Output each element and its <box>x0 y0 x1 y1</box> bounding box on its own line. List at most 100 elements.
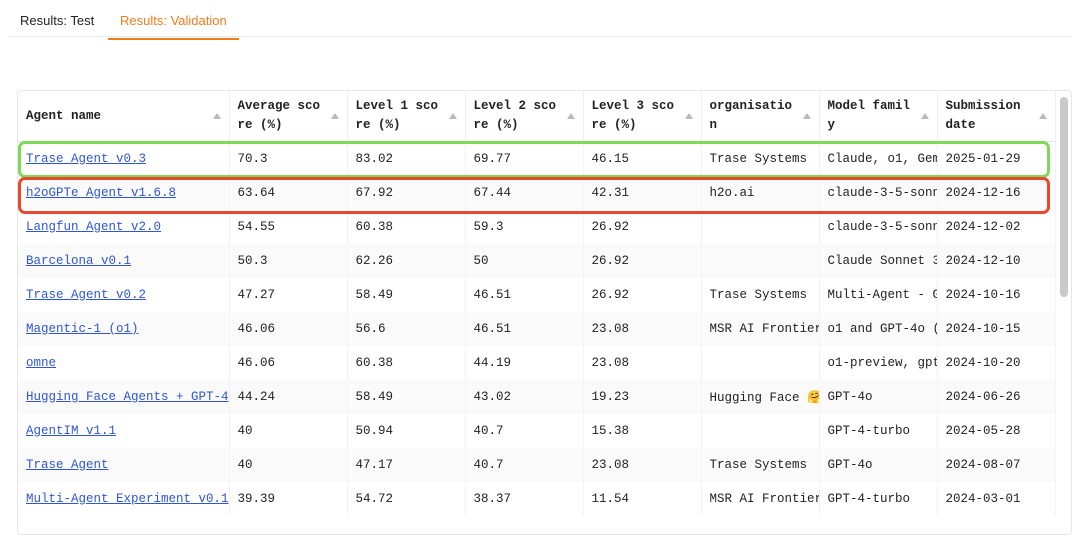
table-cell: 2024-10-15 <box>937 312 1056 346</box>
table-cell <box>701 244 820 278</box>
table-row: Hugging Face Agents + GPT-4 44.24 58.49 43.… <box>18 380 1056 414</box>
table-cell: 43.02 <box>465 380 584 414</box>
table-cell: Multi-Agent - G <box>819 278 938 312</box>
leaderboard: Agent name Average score (%) Level 1 score… <box>17 90 1072 535</box>
table-cell: 42.31 <box>583 176 702 210</box>
agent-link[interactable]: Langfun Agent v2.0 <box>26 220 162 234</box>
column-header[interactable]: Submission date <box>937 91 1056 142</box>
scrollbar[interactable] <box>1060 97 1068 297</box>
table-cell: Trase Systems <box>701 448 820 482</box>
column-header[interactable]: Level 2 score (%) <box>465 91 584 142</box>
agent-link[interactable]: Multi-Agent Experiment v0.1 <box>26 492 229 506</box>
agent-link[interactable]: h2oGPTe Agent v1.6.8 <box>26 186 177 200</box>
table-cell: Magentic-1 (o1) <box>18 312 230 346</box>
table-cell: 54.55 <box>229 210 348 244</box>
table-cell: 2024-10-20 <box>937 346 1056 380</box>
table-cell: 11.54 <box>583 482 702 516</box>
table-cell: 46.06 <box>229 312 348 346</box>
table-cell: Trase Agent v0.3 <box>18 141 230 176</box>
column-header[interactable]: Average score (%) <box>229 91 348 142</box>
table-cell: 46.51 <box>465 312 584 346</box>
table-cell: 2024-08-07 <box>937 448 1056 482</box>
table-cell: 40.7 <box>465 448 584 482</box>
table-cell: claude-3-5-sonn <box>819 176 938 210</box>
table-cell: 40 <box>229 414 348 448</box>
table-cell: 2024-06-26 <box>937 380 1056 414</box>
table-cell: 23.08 <box>583 312 702 346</box>
table-cell: 2024-12-10 <box>937 244 1056 278</box>
table-cell: Trase Agent v0.2 <box>18 278 230 312</box>
table-cell: GPT-4-turbo <box>819 482 938 516</box>
table-cell: 2024-12-02 <box>937 210 1056 244</box>
table-cell <box>701 346 820 380</box>
table-cell: 19.23 <box>583 380 702 414</box>
column-header[interactable]: Level 1 score (%) <box>347 91 466 142</box>
table-cell: Multi-Agent Experiment v0.1 <box>18 482 230 516</box>
tab[interactable]: Results: Test <box>20 13 95 28</box>
table-cell: 62.26 <box>347 244 466 278</box>
agent-link[interactable]: Barcelona v0.1 <box>26 254 132 268</box>
table-cell: 26.92 <box>583 244 702 278</box>
column-header[interactable]: Level 3 score (%) <box>583 91 702 142</box>
table-cell: Hugging Face Agents + GPT-4 <box>18 380 230 414</box>
column-header[interactable]: Model family <box>819 91 938 142</box>
table-cell: 44.24 <box>229 380 348 414</box>
table-cell: 59.3 <box>465 210 584 244</box>
table-cell: 40 <box>229 448 348 482</box>
table-cell: AgentIM v1.1 <box>18 414 230 448</box>
table-cell: MSR AI Frontier <box>701 482 820 516</box>
table-cell: 44.19 <box>465 346 584 380</box>
table-cell: claude-3-5-sonn <box>819 210 938 244</box>
agent-link[interactable]: Hugging Face Agents + GPT-4 <box>26 390 229 404</box>
table-cell: o1-preview, gpt <box>819 346 938 380</box>
table-row: Langfun Agent v2.0 54.55 60.38 59.3 26.92 cla… <box>18 210 1056 244</box>
table-row: Multi-Agent Experiment v0.1 39.39 54.72 38.… <box>18 482 1056 516</box>
agent-link[interactable]: Magentic-1 (o1) <box>26 322 139 336</box>
table-cell: 2024-10-16 <box>937 278 1056 312</box>
table-cell: Claude, o1, Gem <box>819 141 938 176</box>
table-cell: GPT-4o <box>819 448 938 482</box>
table-cell: 60.38 <box>347 346 466 380</box>
agent-link[interactable]: Trase Agent v0.3 <box>26 152 147 166</box>
table-cell: 2025-01-29 <box>937 141 1056 176</box>
table-cell: Claude Sonnet 3 <box>819 244 938 278</box>
table-cell: omne <box>18 346 230 380</box>
table-cell: 46.15 <box>583 141 702 176</box>
table-cell: 67.92 <box>347 176 466 210</box>
table: Agent name Average score (%) Level 1 score… <box>18 91 1056 516</box>
table-cell: 2024-12-16 <box>937 176 1056 210</box>
table-cell: 54.72 <box>347 482 466 516</box>
table-cell: 69.77 <box>465 141 584 176</box>
table-cell: 70.3 <box>229 141 348 176</box>
table-cell: 40.7 <box>465 414 584 448</box>
agent-link[interactable]: omne <box>26 356 57 370</box>
table-cell: 23.08 <box>583 448 702 482</box>
table-cell: 50.94 <box>347 414 466 448</box>
table-cell: Trase Systems <box>701 141 820 176</box>
agent-link[interactable]: Trase Agent v0.2 <box>26 288 147 302</box>
table-cell: Trase Agent <box>18 448 230 482</box>
table-cell: 56.6 <box>347 312 466 346</box>
table-cell: 50.3 <box>229 244 348 278</box>
tab-active[interactable]: Results: Validation <box>108 13 239 40</box>
table-cell: 46.06 <box>229 346 348 380</box>
table-cell: Barcelona v0.1 <box>18 244 230 278</box>
table-cell: 50 <box>465 244 584 278</box>
table-cell: 83.02 <box>347 141 466 176</box>
column-header[interactable]: organisation <box>701 91 820 142</box>
table-cell: 26.92 <box>583 278 702 312</box>
agent-link[interactable]: Trase Agent <box>26 458 109 472</box>
table-cell: 58.49 <box>347 380 466 414</box>
agent-link[interactable]: AgentIM v1.1 <box>26 424 117 438</box>
column-header[interactable]: Agent name <box>18 91 230 142</box>
table-cell: GPT-4o <box>819 380 938 414</box>
table-row: Barcelona v0.1 50.3 62.26 50 26.92 Claude Son… <box>18 244 1056 278</box>
table-row: Magentic-1 (o1) 46.06 56.6 46.51 23.08 MSR AI… <box>18 312 1056 346</box>
table-cell: 23.08 <box>583 346 702 380</box>
table-cell: 38.37 <box>465 482 584 516</box>
table-cell: Langfun Agent v2.0 <box>18 210 230 244</box>
table-cell: 47.17 <box>347 448 466 482</box>
table-row: omne 46.06 60.38 44.19 23.08 o1-preview, gpt 2… <box>18 346 1056 380</box>
header-row: Agent name Average score (%) Level 1 score… <box>18 91 1056 142</box>
